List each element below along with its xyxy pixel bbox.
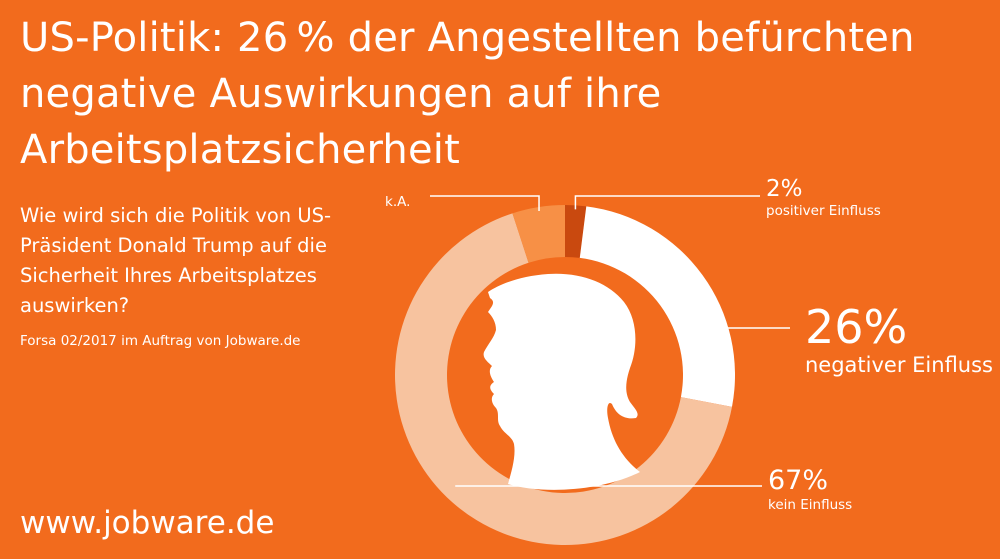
survey-question: Wie wird sich die Politik von US-Präside… <box>20 204 332 317</box>
source-note: Forsa 02/2017 im Auftrag von Jobware.de <box>20 333 301 349</box>
slice-negative <box>579 206 736 407</box>
footer-url: www.jobware.de <box>20 505 275 541</box>
chart-title: US-Politik: 26 % der Angestellten befürc… <box>20 15 915 173</box>
slice-label-positive: 2% positiver Einfluss <box>766 176 881 219</box>
leader-line <box>430 195 540 212</box>
slice-positive <box>565 205 587 258</box>
leader-line <box>574 195 760 210</box>
slice-label-none: 67% kein Einfluss <box>768 465 853 514</box>
slice-none <box>395 213 732 546</box>
trump-silhouette-icon <box>483 273 640 490</box>
slice-label-negative: 26% negativer Einfluss <box>805 300 993 377</box>
slice-label-na: k.A. <box>385 194 411 210</box>
slice-na <box>512 205 565 263</box>
